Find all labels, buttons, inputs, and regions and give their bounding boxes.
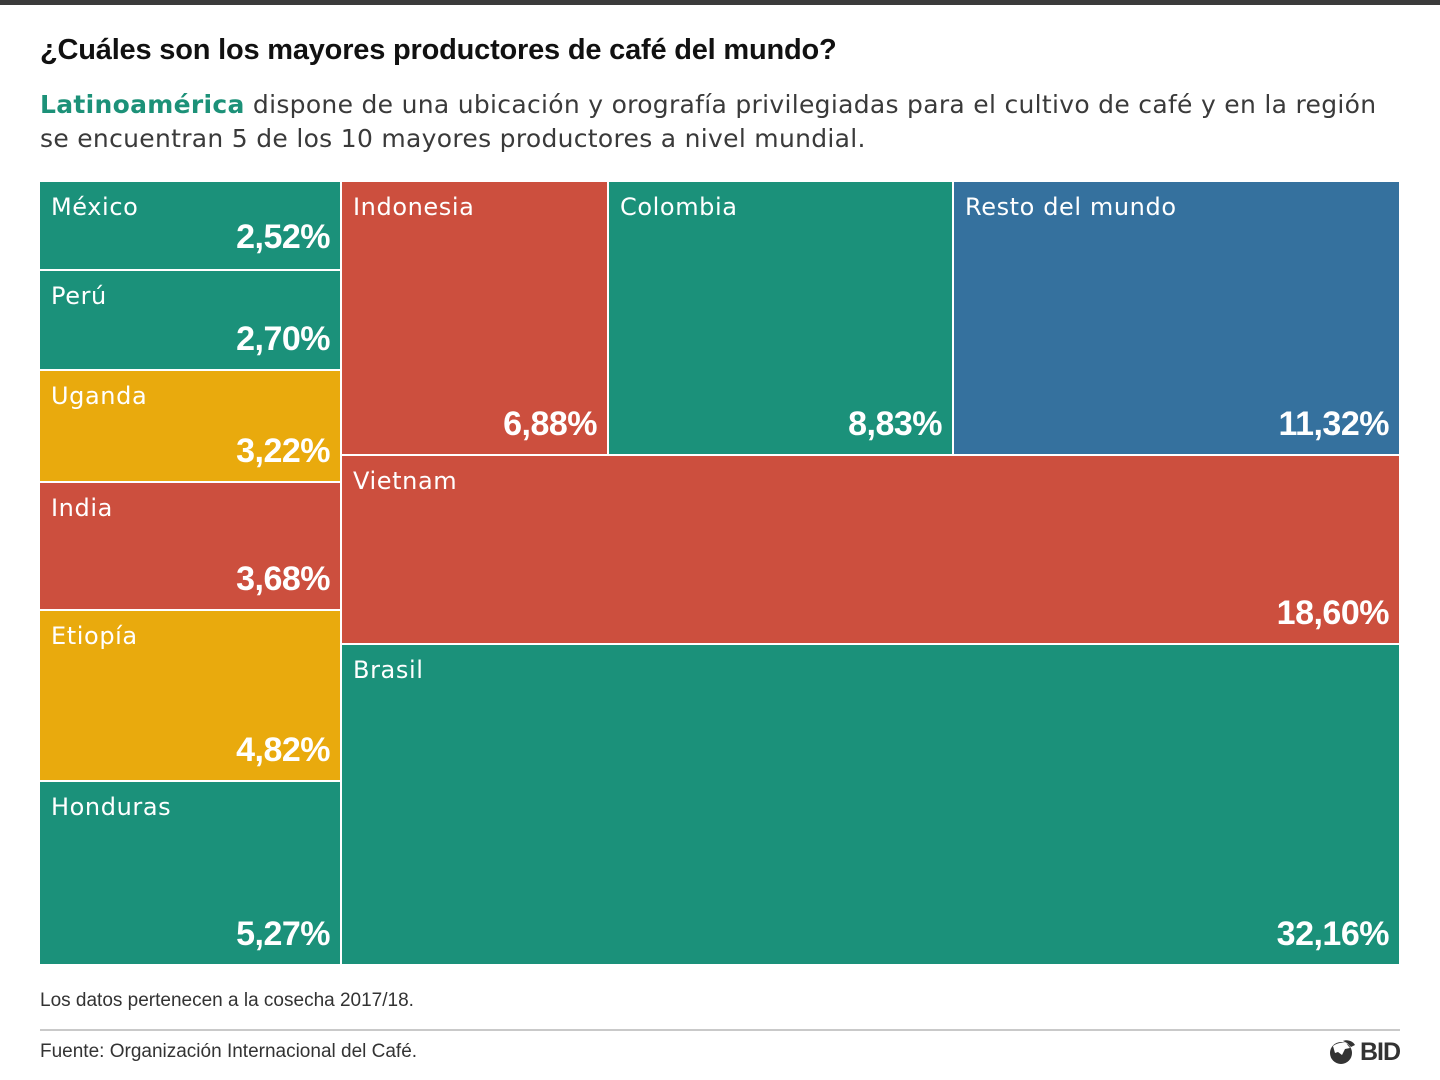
cell-label: Indonesia — [353, 193, 475, 221]
footer-divider — [40, 1029, 1400, 1031]
bid-logo: BID — [1327, 1037, 1401, 1066]
cell-value-label: 5,27% — [236, 915, 330, 953]
treemap-cell-colombia: Colombia 8,83% — [609, 182, 952, 454]
cell-value-label: 2,52% — [236, 218, 330, 256]
treemap-cell-etiopia: Etiopía 4,82% — [40, 611, 340, 780]
cell-label: Etiopía — [51, 622, 138, 650]
cell-label: India — [51, 494, 113, 522]
bid-logo-text: BID — [1359, 1037, 1401, 1066]
cell-value-label: 3,22% — [236, 432, 330, 470]
data-note: Los datos pertenecen a la cosecha 2017/1… — [40, 990, 414, 1011]
treemap-cell-vietnam: Vietnam 18,60% — [342, 456, 1399, 643]
cell-value-label: 6,88% — [503, 405, 597, 443]
cell-value-label: 4,82% — [236, 731, 330, 769]
cell-value-label: 2,70% — [236, 320, 330, 358]
cell-label: Perú — [51, 282, 107, 310]
cell-label: Vietnam — [353, 467, 458, 495]
treemap-cell-india: India 3,68% — [40, 483, 340, 609]
cell-value-label: 18,60% — [1276, 594, 1390, 632]
cell-label: Resto del mundo — [965, 193, 1177, 221]
cell-value-label: 11,32% — [1278, 405, 1390, 443]
globe-icon — [1329, 1040, 1355, 1064]
cell-value-label: 32,16% — [1276, 915, 1390, 953]
source-text: Fuente: Organización Internacional del C… — [40, 1041, 418, 1062]
cell-value-label: 8,83% — [848, 405, 942, 443]
treemap-cell-resto-del-mundo: Resto del mundo 11,32% — [954, 182, 1399, 454]
top-bar — [0, 0, 1440, 5]
treemap-cell-uganda: Uganda 3,22% — [40, 371, 340, 481]
cell-value-label: 3,68% — [236, 560, 330, 598]
subtitle-text: dispone de una ubicación y orografía pri… — [40, 90, 1377, 153]
chart-title: ¿Cuáles son los mayores productores de c… — [40, 34, 837, 66]
treemap-cell-indonesia: Indonesia 6,88% — [342, 182, 607, 454]
chart-subtitle: Latinoamérica dispone de una ubicación y… — [40, 88, 1410, 156]
cell-label: Uganda — [51, 382, 148, 410]
cell-label: México — [51, 193, 139, 221]
subtitle-highlight: Latinoamérica — [40, 90, 245, 119]
treemap-cell-brasil: Brasil 32,16% — [342, 645, 1399, 964]
treemap-cell-peru: Perú 2,70% — [40, 271, 340, 369]
treemap-cell-mexico: México 2,52% — [40, 182, 340, 269]
cell-label: Colombia — [620, 193, 738, 221]
treemap-cell-honduras: Honduras 5,27% — [40, 782, 340, 964]
cell-label: Brasil — [353, 656, 424, 684]
cell-label: Honduras — [51, 793, 172, 821]
